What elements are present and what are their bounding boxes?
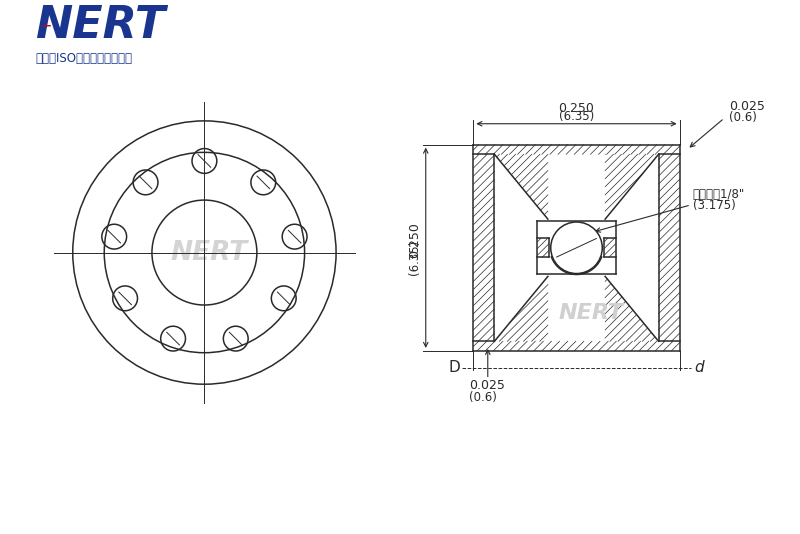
Text: 0.250: 0.250: [558, 102, 594, 115]
Text: NERT: NERT: [170, 240, 248, 265]
Text: (3.175): (3.175): [693, 200, 736, 213]
Text: 0.025: 0.025: [469, 380, 505, 392]
Polygon shape: [42, 17, 51, 26]
Text: D: D: [449, 360, 460, 375]
Text: 0.025: 0.025: [729, 100, 765, 113]
Text: 0.250: 0.250: [408, 222, 421, 258]
Text: (6.35): (6.35): [559, 110, 594, 123]
Text: (6.35): (6.35): [408, 240, 421, 275]
Text: NERT: NERT: [35, 4, 166, 48]
Text: 锂球直兴1/8": 锂球直兴1/8": [693, 188, 745, 201]
Text: d: d: [694, 360, 703, 375]
Text: (0.6): (0.6): [469, 391, 497, 404]
Text: NERT: NERT: [558, 303, 623, 323]
Circle shape: [550, 222, 602, 273]
Text: (0.6): (0.6): [729, 111, 757, 124]
Text: 已通过ISO国际质量体系认证: 已通过ISO国际质量体系认证: [35, 52, 133, 65]
